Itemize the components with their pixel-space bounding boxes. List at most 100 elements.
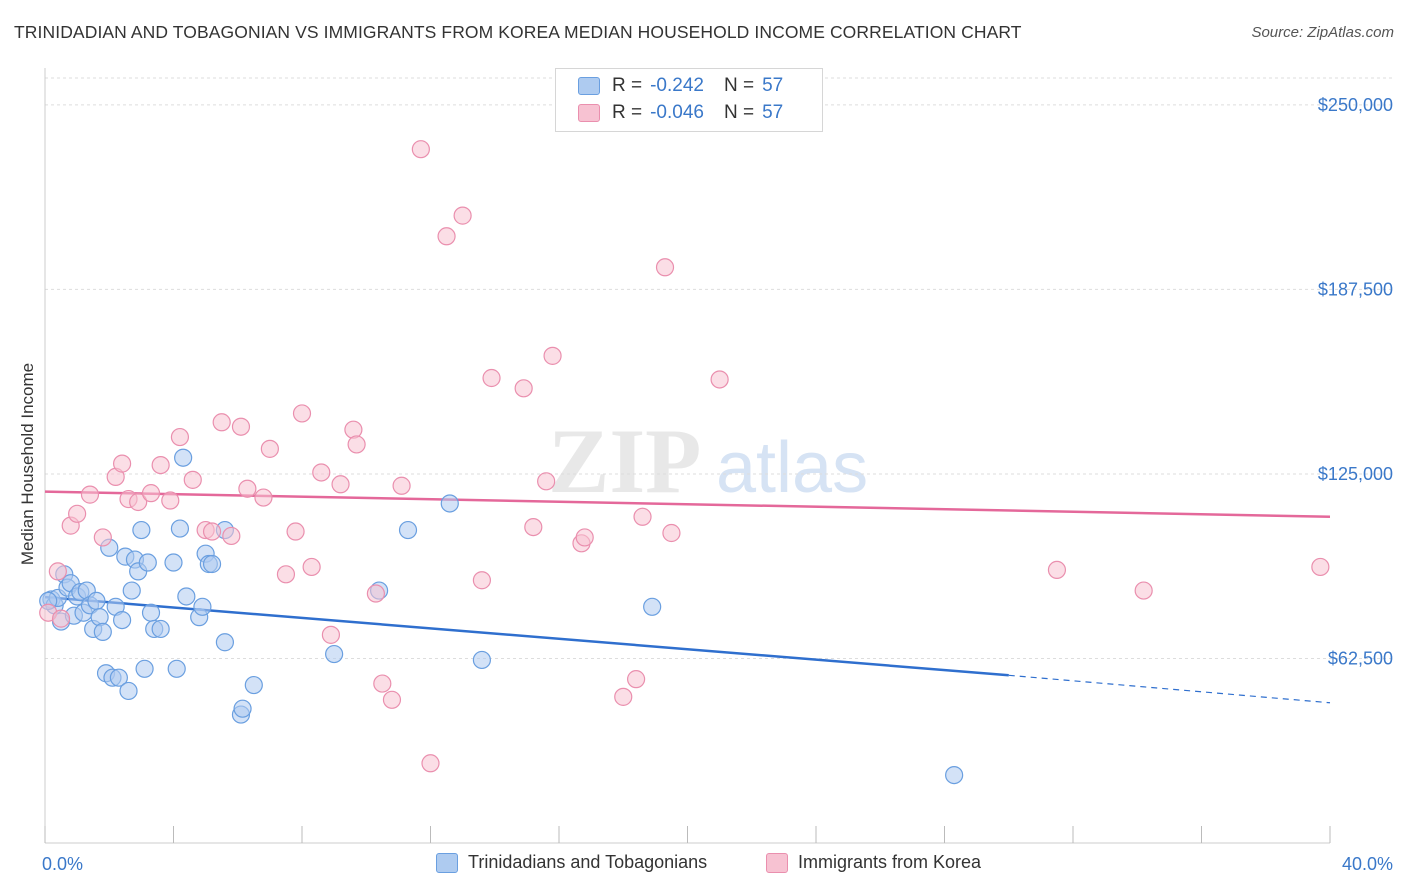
source-label: Source: ZipAtlas.com xyxy=(1251,24,1394,41)
series-legend: Trinidadians and Tobagonians Immigrants … xyxy=(0,852,1406,878)
x-tick-label: 40.0% xyxy=(1342,854,1393,874)
point-korea xyxy=(1047,560,1067,580)
point-korea xyxy=(141,484,161,503)
point-korea xyxy=(710,370,729,389)
trend-line-trinidadian xyxy=(44,595,1009,677)
point-trinidadian xyxy=(170,519,190,538)
y-tick-label: $125,000 xyxy=(1318,464,1393,484)
point-korea xyxy=(129,492,148,512)
point-korea xyxy=(1134,581,1153,600)
point-trinidadian xyxy=(325,644,344,664)
y-axis-label: Median Household Income xyxy=(18,363,37,565)
legend-n-value: 57 xyxy=(762,75,784,96)
watermark-atlas: atlas xyxy=(716,428,868,508)
point-trinidadian xyxy=(112,610,132,630)
point-korea xyxy=(411,140,430,159)
point-trinidadian xyxy=(202,554,222,574)
y-tick-label: $62,500 xyxy=(1328,648,1393,668)
point-korea xyxy=(260,439,279,458)
point-korea xyxy=(472,571,491,590)
point-korea xyxy=(276,565,296,584)
point-korea xyxy=(392,476,411,495)
legend-r-value: -0.046 xyxy=(650,102,704,123)
legend-swatch-blue xyxy=(436,852,458,873)
point-korea xyxy=(514,379,533,398)
point-trinidadian xyxy=(215,633,234,652)
data-points xyxy=(39,140,1330,785)
point-korea xyxy=(382,690,402,709)
point-korea xyxy=(292,404,312,423)
axes xyxy=(44,68,1331,844)
legend-item-korea: Immigrants from Korea xyxy=(766,852,981,873)
point-trinidadian xyxy=(151,619,170,639)
legend-swatch-blue xyxy=(578,77,600,95)
point-korea xyxy=(537,472,556,491)
legend-r-value: -0.242 xyxy=(650,75,704,96)
point-korea xyxy=(183,470,202,489)
point-trinidadian xyxy=(440,494,459,513)
point-korea xyxy=(286,522,305,541)
point-trinidadian xyxy=(945,765,964,785)
point-trinidadian xyxy=(138,553,157,572)
point-trinidadian xyxy=(177,587,196,606)
x-tick-label: 0.0% xyxy=(42,854,83,874)
point-korea xyxy=(524,517,543,537)
point-korea xyxy=(633,507,652,526)
point-trinidadian xyxy=(174,448,193,467)
watermark-zip: ZIP xyxy=(548,410,701,512)
point-korea xyxy=(347,435,366,454)
point-trinidadian xyxy=(119,681,138,701)
point-trinidadian xyxy=(90,608,109,627)
x-tick-labels: 0.0% 40.0% xyxy=(42,854,1393,874)
trend-line-extension xyxy=(1008,674,1331,704)
point-korea xyxy=(366,584,385,603)
point-trinidadian xyxy=(164,553,183,572)
point-korea xyxy=(68,504,87,523)
legend-label: Immigrants from Korea xyxy=(798,852,982,872)
legend-item-trinidadian: Trinidadians and Tobagonians xyxy=(436,852,707,873)
legend-n-label: N = xyxy=(723,75,755,96)
legend-r-label: R = xyxy=(612,102,643,123)
point-korea xyxy=(93,528,112,547)
point-korea xyxy=(437,227,456,246)
point-korea xyxy=(51,609,71,628)
point-korea xyxy=(312,463,331,482)
legend-row-trinidadian: R = -0.242 N = 57 xyxy=(578,73,783,99)
legend-row-korea: R = -0.046 N = 57 xyxy=(578,100,783,126)
legend-swatch-pink xyxy=(578,104,600,122)
point-trinidadian xyxy=(109,668,128,687)
point-korea xyxy=(331,475,350,494)
y-tick-label: $250,000 xyxy=(1318,95,1393,115)
point-korea xyxy=(614,687,633,706)
point-korea xyxy=(202,522,222,541)
point-korea xyxy=(80,485,100,504)
point-korea xyxy=(373,674,392,693)
point-korea xyxy=(1311,557,1330,577)
point-korea xyxy=(112,454,132,473)
trend-lines xyxy=(44,490,1331,704)
point-korea xyxy=(48,562,67,581)
legend-n-value: 57 xyxy=(762,102,784,123)
legend-n-label: N = xyxy=(723,102,755,123)
point-korea xyxy=(212,413,231,432)
point-trinidadian xyxy=(193,597,212,616)
point-trinidadian xyxy=(141,603,161,622)
point-korea xyxy=(421,754,440,773)
point-korea xyxy=(222,526,241,546)
point-trinidadian xyxy=(93,622,112,642)
grid-lines xyxy=(45,77,1395,659)
point-korea xyxy=(453,206,472,225)
point-trinidadian xyxy=(398,520,418,540)
point-korea xyxy=(655,258,675,277)
y-tick-labels: $62,500 $125,000 $187,500 $250,000 xyxy=(1318,95,1393,669)
chart-title: TRINIDADIAN AND TOBAGONIAN VS IMMIGRANTS… xyxy=(14,22,1022,42)
point-korea xyxy=(543,346,562,365)
point-trinidadian xyxy=(87,591,106,611)
point-trinidadian xyxy=(244,675,263,695)
point-korea xyxy=(170,427,190,447)
point-trinidadian xyxy=(122,581,141,600)
point-trinidadian xyxy=(643,597,662,616)
y-tick-label: $187,500 xyxy=(1318,279,1393,299)
point-trinidadian xyxy=(132,520,151,540)
